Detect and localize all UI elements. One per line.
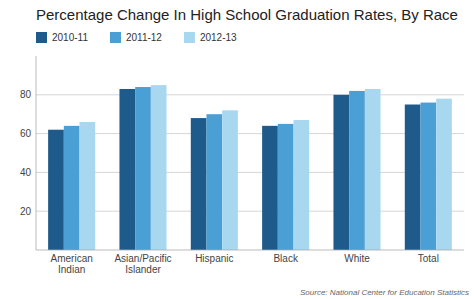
legend-label: 2012-13: [200, 32, 237, 43]
x-axis-line: [36, 250, 464, 251]
source: Source: National Center for Education St…: [300, 288, 469, 297]
x-tick-label-line: Islander: [125, 264, 161, 275]
x-tick-label-line: Asian/Pacific: [114, 253, 171, 264]
legend-swatch: [184, 32, 195, 43]
bar: [436, 99, 452, 250]
bar: [262, 126, 278, 250]
y-axis-line: [36, 56, 37, 250]
bar: [365, 89, 381, 250]
bar: [64, 126, 80, 250]
x-tick-label: Black: [273, 253, 298, 264]
bar: [48, 130, 64, 250]
y-tick-label: 40: [20, 167, 32, 178]
title: Percentage Change In High School Graduat…: [36, 6, 458, 23]
grid: [36, 95, 464, 211]
grid-line: [36, 172, 464, 173]
x-tick-label: Total: [418, 253, 439, 264]
x-tick-label: White: [344, 253, 370, 264]
bar: [333, 95, 349, 250]
x-tick-label-line: Black: [273, 253, 298, 264]
bar: [420, 103, 436, 250]
legend-swatch: [110, 32, 121, 43]
y-tick-label: 20: [20, 206, 32, 217]
legend: 2010-11 2011-12 2012-13: [36, 32, 237, 43]
grid-line: [36, 211, 464, 212]
bar: [349, 91, 365, 250]
bars: [48, 85, 452, 250]
x-tick-label-line: Hispanic: [195, 253, 233, 264]
x-tick-label-line: White: [344, 253, 370, 264]
y-tick-label: 80: [20, 89, 32, 100]
bar: [278, 124, 294, 250]
bar: [119, 89, 135, 250]
bar: [206, 114, 222, 250]
x-tick-label-line: Total: [418, 253, 439, 264]
title-line: Percentage Change In High School Graduat…: [36, 6, 458, 23]
bar: [151, 85, 167, 250]
bar: [222, 110, 238, 250]
x-tick-label: Hispanic: [195, 253, 233, 264]
legend-label: 2011-12: [126, 32, 162, 43]
bar: [191, 118, 207, 250]
legend-swatch: [36, 32, 47, 43]
legend-label: 2010-11: [52, 32, 88, 43]
bar: [135, 87, 151, 250]
x-tick-label: Asian/PacificIslander: [114, 253, 171, 275]
x-tick-label: AmericanIndian: [51, 253, 93, 275]
bar: [405, 105, 421, 251]
x-tick-label-line: American: [51, 253, 93, 264]
bar: [294, 120, 310, 250]
grid-line: [36, 94, 464, 95]
y-tick-label: 60: [20, 128, 32, 139]
bar: [80, 122, 96, 250]
chart: Percentage Change In High School Graduat…: [0, 0, 474, 299]
x-tick-label-line: Indian: [58, 264, 85, 275]
grid-line: [36, 133, 464, 134]
